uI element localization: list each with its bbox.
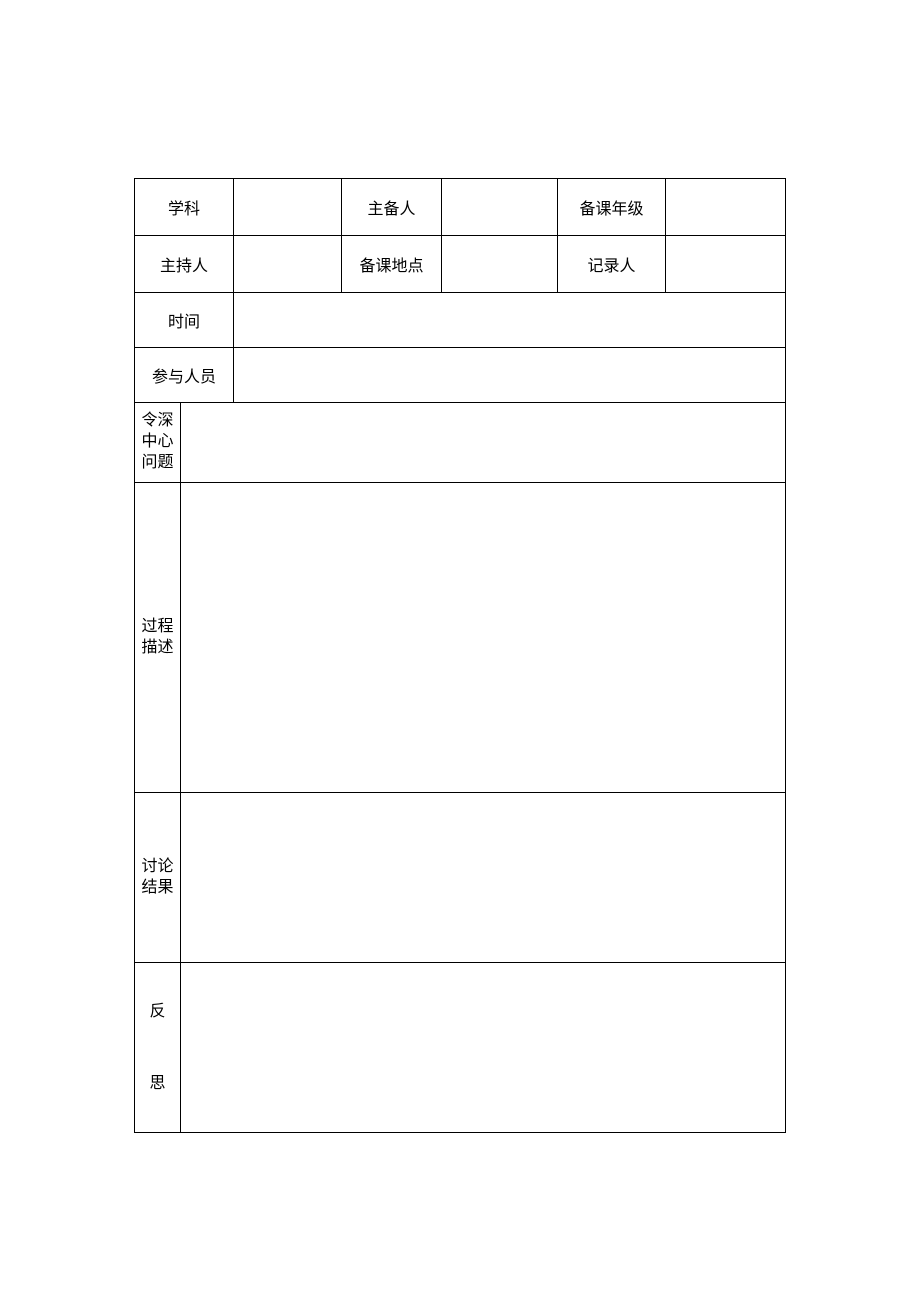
preparer-label: 主备人	[342, 179, 442, 236]
grade-value[interactable]	[666, 179, 786, 236]
discuss-label-line2: 结果	[141, 879, 173, 896]
deep-question-label: 令深 中心 问题	[135, 403, 181, 483]
process-label-line2: 描述	[141, 639, 173, 656]
discuss-label-line1: 讨论	[141, 858, 173, 875]
discuss-label: 讨论 结果	[135, 793, 181, 963]
preparer-value[interactable]	[442, 179, 558, 236]
reflect-label-line2: 思	[149, 1075, 165, 1092]
process-label: 过程 描述	[135, 483, 181, 793]
participants-value[interactable]	[234, 348, 786, 403]
grade-label: 备课年级	[558, 179, 666, 236]
participants-label: 参与人员	[135, 348, 234, 403]
reflect-label-line1: 反	[149, 1003, 165, 1020]
process-label-line1: 过程	[141, 618, 173, 635]
reflect-label: 反 思	[135, 963, 181, 1133]
subject-value[interactable]	[234, 179, 342, 236]
location-value[interactable]	[442, 236, 558, 293]
recorder-label: 记录人	[558, 236, 666, 293]
discuss-value[interactable]	[181, 793, 786, 963]
lesson-prep-form: 学科 主备人 备课年级 主持人 备课地点 记录人 时间 参与人员 令深 中心 问…	[134, 178, 786, 1133]
deep-label-line1: 令深	[141, 412, 173, 429]
process-value[interactable]	[181, 483, 786, 793]
recorder-value[interactable]	[666, 236, 786, 293]
reflect-value[interactable]	[181, 963, 786, 1133]
time-value[interactable]	[234, 293, 786, 348]
host-value[interactable]	[234, 236, 342, 293]
deep-label-line2: 中心	[141, 433, 173, 450]
deep-question-value[interactable]	[181, 403, 786, 483]
host-label: 主持人	[135, 236, 234, 293]
time-label: 时间	[135, 293, 234, 348]
location-label: 备课地点	[342, 236, 442, 293]
deep-label-line3: 问题	[141, 454, 173, 471]
subject-label: 学科	[135, 179, 234, 236]
